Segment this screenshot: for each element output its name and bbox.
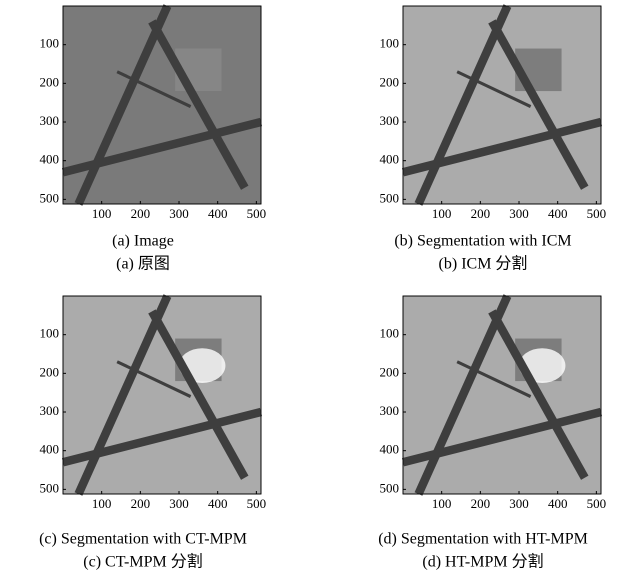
x-tick-label: 400	[208, 496, 228, 511]
y-tick-label: 100	[40, 326, 60, 341]
x-tick-label: 200	[131, 496, 151, 511]
x-tick-label: 200	[471, 206, 491, 221]
y-tick-label: 500	[380, 190, 400, 205]
y-tick-label: 200	[380, 364, 400, 379]
image-frame	[62, 5, 262, 205]
runway	[401, 407, 603, 467]
runway	[401, 117, 603, 177]
runway	[456, 360, 532, 398]
y-tick-label: 300	[380, 113, 400, 128]
image-frame	[402, 295, 602, 495]
x-tick-label: 500	[247, 496, 267, 511]
runway	[414, 294, 512, 496]
y-tick-label: 200	[380, 74, 400, 89]
x-tick-label: 200	[131, 206, 151, 221]
caption-en: (c) Segmentation with CT-MPM	[39, 531, 247, 548]
y-tick-label: 100	[380, 326, 400, 341]
y-tick-label: 400	[380, 152, 400, 167]
runway	[456, 70, 532, 108]
x-tick-label: 300	[169, 206, 189, 221]
x-tick-label: 500	[247, 206, 267, 221]
image-frame	[402, 5, 602, 205]
caption-en: (d) Segmentation with HT-MPM	[378, 531, 588, 548]
runway	[61, 407, 263, 467]
x-tick-label: 100	[432, 206, 452, 221]
y-tick-label: 300	[380, 403, 400, 418]
caption-zh: (a) 原图	[116, 256, 170, 273]
y-tick-label: 400	[40, 442, 60, 457]
y-tick-label: 100	[40, 36, 60, 51]
panel: 100 200 300 400 500 100 200 300 400 500 (c) Segmen…	[39, 294, 267, 571]
runway	[148, 19, 249, 190]
runway	[414, 4, 512, 206]
runway	[116, 360, 192, 398]
runway	[74, 4, 172, 206]
y-tick-label: 500	[40, 480, 60, 495]
y-tick-label: 300	[40, 403, 60, 418]
y-tick-label: 500	[380, 480, 400, 495]
x-tick-label: 300	[509, 206, 529, 221]
x-tick-label: 100	[432, 496, 452, 511]
y-tick-label: 200	[40, 364, 60, 379]
y-tick-label: 400	[380, 442, 400, 457]
runway	[488, 19, 589, 190]
runway	[148, 309, 249, 480]
x-tick-label: 100	[92, 496, 112, 511]
panel: 100 200 300 400 500 100 200 300 400 500 (d) Segmen…	[378, 294, 607, 571]
panel: 100 200 300 400 500 100 200 300 400 500 (b) Segmen…	[380, 4, 607, 273]
panel: 100 200 300 400 500 100 200 300 400 500 (a) Image (…	[40, 4, 267, 273]
x-tick-label: 300	[169, 496, 189, 511]
runway	[61, 117, 263, 177]
caption-zh: (d) HT-MPM 分割	[422, 553, 543, 571]
caption-en: (b) Segmentation with ICM	[394, 233, 571, 250]
x-tick-label: 500	[587, 206, 607, 221]
x-tick-label: 500	[587, 496, 607, 511]
x-tick-label: 400	[548, 496, 568, 511]
y-tick-label: 300	[40, 113, 60, 128]
x-tick-label: 100	[92, 206, 112, 221]
x-tick-label: 300	[509, 496, 529, 511]
caption-en: (a) Image	[112, 233, 174, 250]
runway	[488, 309, 589, 480]
runway	[74, 294, 172, 496]
y-tick-label: 400	[40, 152, 60, 167]
y-tick-label: 200	[40, 74, 60, 89]
image-frame	[62, 295, 262, 495]
x-tick-label: 400	[208, 206, 228, 221]
y-tick-label: 100	[380, 36, 400, 51]
y-tick-label: 500	[40, 190, 60, 205]
caption-zh: (b) ICM 分割	[439, 255, 528, 273]
runway	[116, 70, 192, 108]
x-tick-label: 200	[471, 496, 491, 511]
caption-zh: (c) CT-MPM 分割	[83, 553, 202, 571]
x-tick-label: 400	[548, 206, 568, 221]
